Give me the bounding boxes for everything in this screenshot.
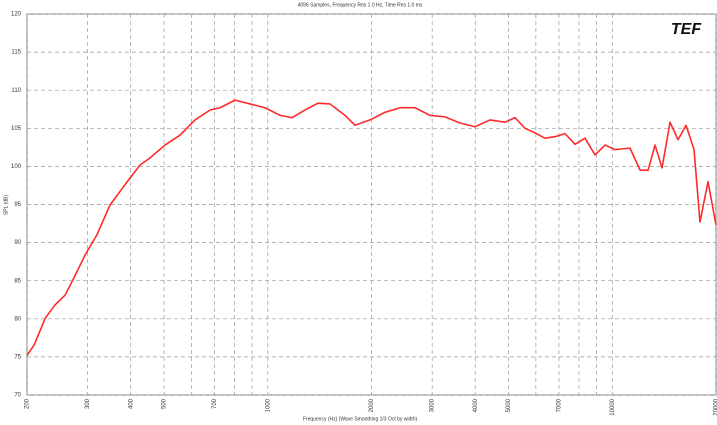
y-tick-label: 75 xyxy=(14,354,21,360)
y-tick-label: 100 xyxy=(11,164,22,170)
y-tick-label: 110 xyxy=(11,88,21,94)
y-tick-label: 90 xyxy=(14,240,21,246)
x-tick-label: 7000 xyxy=(557,398,563,412)
y-tick-label: 95 xyxy=(14,202,21,208)
y-tick-label: 85 xyxy=(14,278,21,284)
response-line xyxy=(26,99,717,356)
x-axis-label: Frequency (Hz) (Wave Smoothing 1/3 Oct b… xyxy=(303,416,418,422)
x-tick-label: 400 xyxy=(128,398,134,409)
x-tick-label: 2000 xyxy=(369,398,375,412)
x-tick-label: 10000 xyxy=(610,398,616,415)
chart-title: 4096 Samples, Frequency Res 1.0 Hz, Time… xyxy=(298,2,423,8)
x-tick-label: 200 xyxy=(25,398,31,409)
logo: TEF xyxy=(671,21,702,38)
x-tick-label: 500 xyxy=(162,398,168,409)
x-tick-label: 1000 xyxy=(265,398,271,412)
y-tick-label: 80 xyxy=(14,316,21,322)
y-tick-label: 105 xyxy=(11,126,22,132)
y-tick-label: 70 xyxy=(14,393,21,399)
y-tick-label: 120 xyxy=(11,12,22,18)
x-tick-label: 20000 xyxy=(714,398,717,415)
y-axis-label: SPL (dB) xyxy=(3,195,9,215)
x-tick-label: 4000 xyxy=(473,398,479,412)
x-tick-label: 300 xyxy=(85,398,91,409)
x-tick-label: 700 xyxy=(212,398,218,409)
x-tick-label: 3000 xyxy=(430,398,436,412)
x-tick-label: 5000 xyxy=(506,398,512,412)
y-tick-label: 115 xyxy=(11,50,21,56)
